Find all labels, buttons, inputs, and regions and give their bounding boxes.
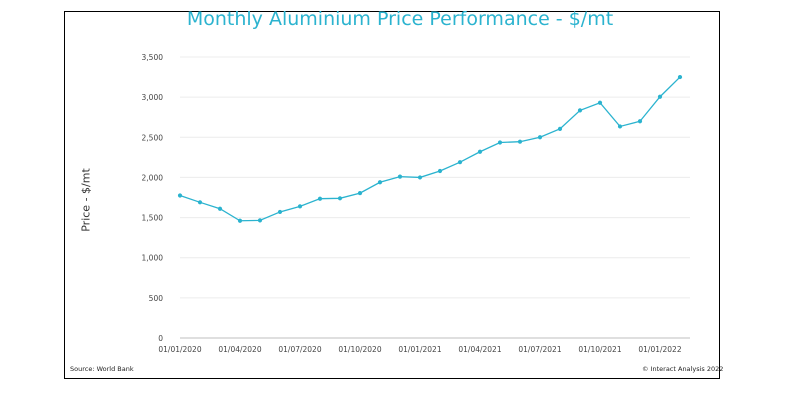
data-point [377, 180, 383, 185]
data-point [437, 168, 443, 174]
data-point [557, 126, 563, 131]
data-point [297, 204, 303, 209]
y-tick-label: 1,500 [142, 214, 164, 223]
x-tick-label: 01/04/2021 [458, 345, 501, 354]
x-tick-label: 01/01/2022 [638, 345, 681, 354]
x-tick-label: 01/10/2020 [338, 345, 381, 354]
x-tick-label: 01/01/2021 [398, 345, 441, 354]
data-point [617, 124, 623, 129]
data-point [337, 196, 343, 201]
data-point [517, 139, 523, 144]
data-point [417, 175, 423, 180]
data-point [217, 206, 223, 211]
data-point [277, 209, 283, 215]
y-tick-label: 3,000 [142, 93, 164, 102]
data-point [197, 200, 203, 205]
series-line [179, 76, 681, 222]
y-tick-label: 3,500 [142, 53, 164, 62]
copyright-note: © Interact Analysis 2022 [642, 365, 724, 373]
y-tick-label: 1,000 [142, 254, 164, 263]
y-tick-label: 2,500 [142, 133, 164, 142]
data-point [457, 160, 463, 165]
y-tick-label: 2,000 [142, 173, 164, 182]
data-point [257, 218, 263, 223]
data-point [317, 196, 323, 201]
x-tick-label: 01/07/2021 [518, 345, 561, 354]
data-point [477, 149, 483, 154]
x-tick-label: 01/07/2020 [278, 345, 321, 354]
x-tick-label: 01/04/2020 [218, 345, 261, 354]
data-point [497, 140, 503, 145]
chart-frame [64, 11, 720, 379]
source-note: Source: World Bank [70, 365, 134, 373]
data-point [577, 108, 583, 113]
x-tick-label: 01/10/2021 [578, 345, 621, 354]
y-tick-label: 0 [158, 334, 163, 343]
data-point [537, 135, 543, 140]
data-point [357, 190, 363, 196]
data-point [637, 119, 643, 124]
data-point [657, 94, 663, 99]
data-point [177, 193, 183, 198]
data-point [397, 174, 403, 179]
data-point [237, 218, 243, 223]
data-point [597, 100, 603, 105]
data-point [677, 74, 683, 80]
y-tick-label: 500 [149, 294, 164, 303]
x-tick-label: 01/01/2020 [158, 345, 201, 354]
chart-title: Monthly Aluminium Price Performance - $/… [186, 8, 614, 30]
